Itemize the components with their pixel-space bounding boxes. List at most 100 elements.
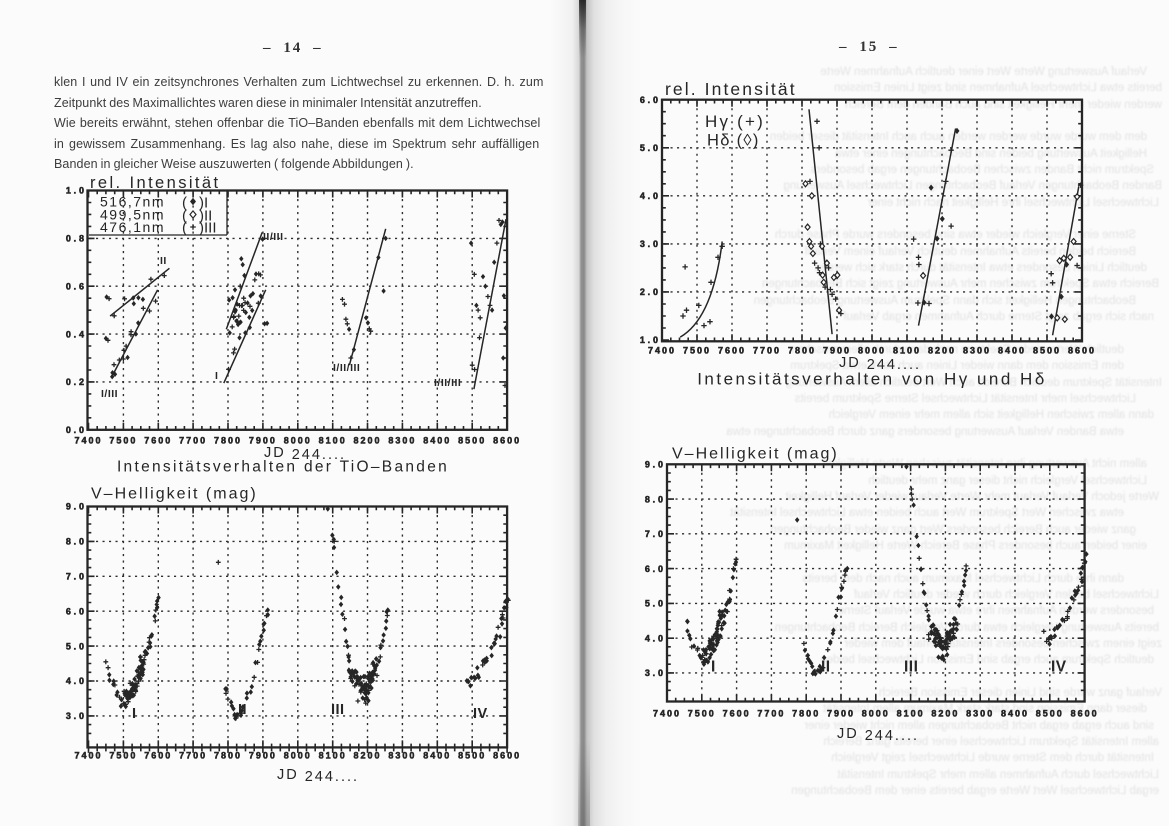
svg-text:7600: 7600 [144, 436, 172, 446]
svg-text:7700: 7700 [757, 709, 785, 719]
svg-text:7400: 7400 [74, 436, 102, 446]
svg-text:7500: 7500 [683, 346, 711, 356]
svg-text:8.0: 8.0 [66, 537, 87, 547]
svg-text:1.0: 1.0 [640, 335, 661, 345]
svg-text:Intensitätsverhalten der TiO–B: Intensitätsverhalten der TiO–Banden [117, 459, 449, 476]
svg-text:7500: 7500 [109, 436, 137, 446]
svg-text:8400: 8400 [423, 751, 451, 761]
svg-text:rel. Intensität: rel. Intensität [665, 79, 797, 99]
svg-text:8200: 8200 [931, 709, 959, 719]
svg-text:JD 244....: JD 244.... [839, 355, 921, 373]
svg-text:8000: 8000 [862, 709, 890, 719]
svg-text:I/II/III: I/II/III [434, 377, 461, 389]
svg-text:I: I [215, 370, 218, 382]
svg-text:8100: 8100 [319, 436, 347, 446]
svg-text:7500: 7500 [109, 751, 137, 761]
svg-text:7600: 7600 [144, 751, 172, 761]
svg-text:476,1nm: 476,1nm [100, 219, 165, 235]
svg-text:6.0: 6.0 [640, 95, 661, 105]
svg-text:8200: 8200 [928, 346, 956, 356]
svg-text:5.0: 5.0 [66, 641, 87, 651]
svg-text:8400: 8400 [1001, 709, 1029, 719]
svg-text:7600: 7600 [723, 709, 751, 719]
svg-text:0.2: 0.2 [66, 377, 87, 387]
svg-text:III: III [904, 659, 918, 676]
svg-text:7400: 7400 [648, 346, 676, 356]
svg-text:5.0: 5.0 [645, 599, 666, 609]
svg-text:3.0: 3.0 [645, 668, 666, 678]
svg-text:(: ( [182, 195, 187, 212]
svg-text:7800: 7800 [792, 709, 820, 719]
svg-text:8500: 8500 [458, 436, 486, 446]
svg-text:(: ( [182, 220, 187, 237]
svg-text:JD 244....: JD 244.... [264, 445, 346, 463]
svg-text:7.0: 7.0 [66, 572, 87, 582]
svg-text:8300: 8300 [388, 751, 416, 761]
svg-text:7400: 7400 [653, 709, 681, 719]
svg-text:7400: 7400 [74, 751, 102, 761]
svg-text:516,7nm: 516,7nm [100, 194, 165, 210]
svg-text:4.0: 4.0 [66, 676, 87, 686]
svg-text:0.8: 0.8 [66, 234, 87, 244]
svg-text:7900: 7900 [823, 346, 851, 356]
svg-text:V–Helligkeit (mag): V–Helligkeit (mag) [91, 486, 258, 503]
svg-text:I: I [132, 706, 137, 722]
svg-text:7900: 7900 [827, 709, 855, 719]
svg-text:9.0: 9.0 [66, 502, 87, 512]
svg-text:8300: 8300 [963, 346, 991, 356]
svg-text:8000: 8000 [284, 436, 312, 446]
svg-text:8200: 8200 [353, 751, 381, 761]
svg-text:8300: 8300 [388, 436, 416, 446]
svg-text:8100: 8100 [319, 751, 347, 761]
svg-text:7.0: 7.0 [645, 529, 666, 539]
svg-text:8200: 8200 [353, 436, 381, 446]
svg-text:)II: )II [199, 208, 212, 225]
svg-text:8300: 8300 [966, 709, 994, 719]
svg-text:4.0: 4.0 [645, 633, 666, 643]
svg-text:(: ( [182, 208, 187, 225]
svg-text:7700: 7700 [179, 751, 207, 761]
svg-text:6.0: 6.0 [66, 606, 87, 616]
svg-text:4.0: 4.0 [640, 191, 661, 201]
svg-text:)I: )I [199, 195, 208, 212]
svg-text:8100: 8100 [897, 709, 925, 719]
svg-text:IV: IV [1051, 659, 1067, 676]
svg-text:II: II [821, 659, 831, 676]
svg-text:II: II [160, 255, 167, 267]
svg-text:JD 244....: JD 244.... [837, 726, 919, 744]
svg-text:rel. Intensität: rel. Intensität [90, 174, 220, 192]
svg-text:Intensitätsverhalten von Hγ un: Intensitätsverhalten von Hγ und Hδ [697, 370, 1047, 389]
svg-text:7700: 7700 [179, 436, 207, 446]
svg-text:8500: 8500 [1033, 346, 1061, 356]
svg-text:8600: 8600 [1068, 346, 1096, 356]
svg-text:8.0: 8.0 [645, 494, 666, 504]
svg-text:I/III: I/III [101, 388, 118, 400]
svg-text:V–Helligkeit (mag): V–Helligkeit (mag) [672, 446, 839, 463]
svg-text:0.6: 0.6 [66, 281, 87, 291]
svg-text:III: III [331, 702, 345, 718]
svg-text:9.0: 9.0 [645, 460, 666, 470]
svg-text:0.4: 0.4 [66, 329, 87, 339]
svg-text:I: I [711, 659, 716, 676]
svg-text:IV: IV [473, 706, 488, 722]
svg-text:7800: 7800 [214, 436, 242, 446]
svg-text:8000: 8000 [858, 346, 886, 356]
svg-text:7700: 7700 [753, 346, 781, 356]
svg-text:7500: 7500 [688, 709, 716, 719]
svg-text:8500: 8500 [1036, 709, 1064, 719]
svg-text:7800: 7800 [788, 346, 816, 356]
svg-text:8600: 8600 [1071, 709, 1099, 719]
svg-text:3.0: 3.0 [640, 239, 661, 249]
svg-text:7900: 7900 [249, 751, 277, 761]
svg-text:3.0: 3.0 [66, 711, 87, 721]
svg-text:8500: 8500 [458, 751, 486, 761]
svg-text:6.0: 6.0 [645, 564, 666, 574]
svg-text:8600: 8600 [493, 751, 521, 761]
svg-text:2.0: 2.0 [640, 287, 661, 297]
svg-text:7600: 7600 [718, 346, 746, 356]
svg-text:499,5nm: 499,5nm [100, 207, 165, 223]
svg-text:Hγ (+): Hγ (+) [705, 112, 765, 131]
svg-text:7900: 7900 [249, 436, 277, 446]
svg-text:8000: 8000 [284, 751, 312, 761]
svg-text:5.0: 5.0 [640, 143, 661, 153]
